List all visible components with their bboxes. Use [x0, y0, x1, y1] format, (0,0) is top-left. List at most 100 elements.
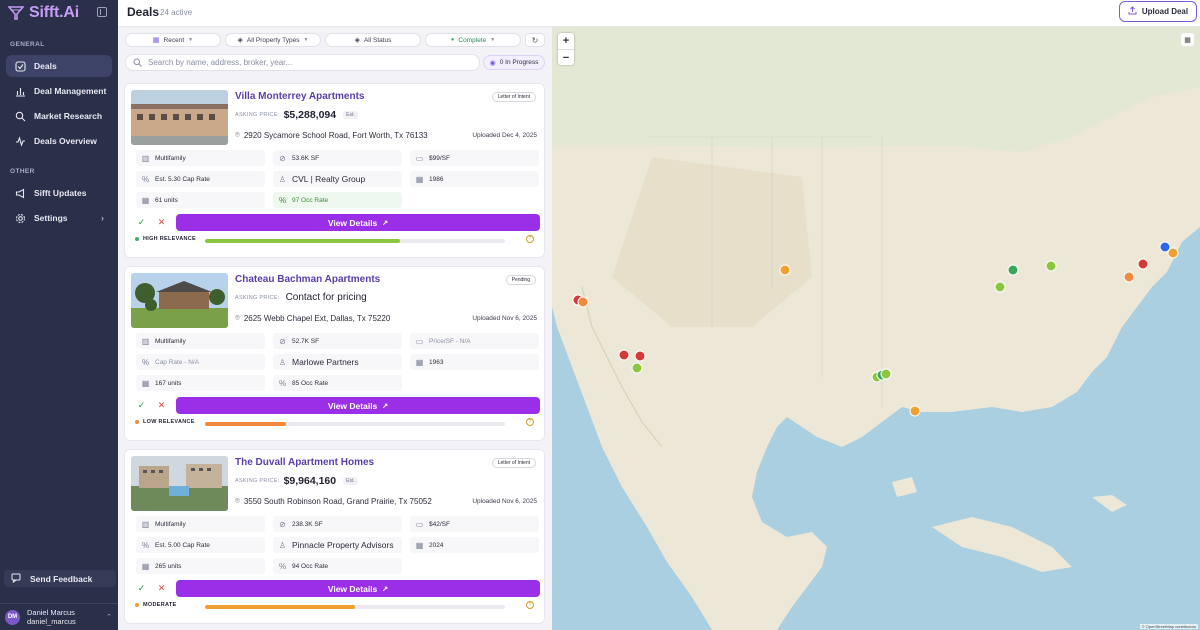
deals-list-panel: ▦ Recent ▼ ◈ All Property Types ▼ ◈ All …	[118, 27, 552, 630]
property-photo[interactable]	[131, 456, 228, 511]
reject-button[interactable]: ✕	[154, 398, 169, 413]
external-link-icon: ↗	[382, 402, 389, 410]
square-footage: ⊘ 53.6K SF	[273, 150, 402, 166]
sidebar-item-sifft-updates[interactable]: Sifft Updates	[6, 182, 112, 204]
stage-filter[interactable]: ● Complete ▼	[425, 33, 521, 47]
info-icon[interactable]: ?	[526, 601, 534, 609]
relevance-bar	[205, 605, 505, 609]
attr-value: Multifamily	[155, 337, 186, 345]
percent-icon: %	[141, 357, 150, 367]
attr-value: 52.7K SF	[292, 337, 320, 345]
relevance-text: LOW RELEVANCE	[143, 419, 195, 425]
price-per-sf: ▭ $99/SF	[410, 150, 539, 166]
sidebar-item-deal-management[interactable]: Deal Management	[6, 80, 112, 102]
attr-value: Pinnacle Property Advisors	[292, 540, 394, 550]
broker: ♙ Pinnacle Property Advisors	[273, 537, 402, 553]
section-label-other: OTHER	[10, 168, 35, 175]
sidebar-item-deals[interactable]: Deals	[6, 55, 112, 77]
stage-value: Complete	[458, 36, 487, 44]
map-layers-button[interactable]: ▦	[1181, 33, 1194, 46]
reject-button[interactable]: ✕	[154, 215, 169, 230]
calendar-icon: ▦	[415, 540, 424, 550]
zoom-in-button[interactable]: +	[562, 35, 570, 47]
upload-deal-button[interactable]: Upload Deal	[1119, 1, 1197, 22]
sidebar-item-settings[interactable]: Settings ›	[6, 207, 112, 229]
sort-filter[interactable]: ▦ Recent ▼	[125, 33, 221, 47]
zoom-control: + −	[558, 33, 574, 65]
sidebar-item-label: Deals	[34, 61, 57, 71]
attr-value: Multifamily	[155, 154, 186, 162]
status-filter[interactable]: ◈ All Status	[325, 33, 421, 47]
map-marker	[909, 405, 921, 417]
refresh-icon: ↻	[531, 35, 539, 45]
deals-map[interactable]: + − ▦ © OpenStreetMap contributors	[552, 27, 1200, 630]
map-marker	[577, 296, 589, 308]
map-marker	[1123, 271, 1135, 283]
sidebar-item-label: Settings	[34, 213, 68, 223]
money-icon: ▭	[415, 153, 424, 163]
view-details-label: View Details	[327, 217, 378, 228]
logo[interactable]: Sifft.Ai	[8, 4, 79, 22]
map-marker	[631, 362, 643, 374]
send-feedback-button[interactable]: Send Feedback	[4, 570, 116, 587]
search-icon	[14, 110, 26, 122]
deal-title[interactable]: Villa Monterrey Apartments	[235, 91, 365, 102]
collapse-sidebar-icon[interactable]	[97, 7, 107, 17]
property-type-filter[interactable]: ◈ All Property Types ▼	[225, 33, 321, 47]
deal-title[interactable]: Chateau Bachman Apartments	[235, 274, 381, 285]
relevance-text: HIGH RELEVANCE	[143, 236, 196, 242]
info-icon[interactable]: ?	[526, 418, 534, 426]
view-details-label: View Details	[327, 583, 378, 594]
property-photo[interactable]	[131, 273, 228, 328]
view-details-label: View Details	[327, 400, 378, 411]
status-value: All Status	[363, 36, 392, 44]
map-attribution[interactable]: © OpenStreetMap contributors	[1139, 624, 1198, 629]
user-menu[interactable]: DM Daniel Marcus daniel_marcus ⌃	[0, 603, 118, 630]
calendar-icon: ▦	[415, 357, 424, 367]
layers-icon: ▦	[1184, 36, 1191, 44]
view-details-button[interactable]: View Details ↗	[176, 214, 540, 231]
asking-price-value: $9,964,160	[283, 475, 337, 487]
attr-value: Est. 5.30 Cap Rate	[155, 175, 210, 183]
external-link-icon: ↗	[382, 219, 389, 227]
search-input[interactable]	[148, 58, 468, 67]
view-details-button[interactable]: View Details ↗	[176, 397, 540, 414]
map-marker	[1167, 247, 1179, 259]
map-canvas[interactable]	[552, 27, 1200, 630]
user-name: Daniel Marcus	[27, 608, 75, 617]
building-icon: ▥	[141, 336, 150, 346]
in-progress-toggle[interactable]: ◉ 0 In Progress	[483, 55, 545, 70]
deal-title[interactable]: The Duvall Apartment Homes	[235, 457, 375, 468]
estimate-badge: Est.	[343, 111, 358, 119]
refresh-button[interactable]: ↻	[525, 33, 545, 47]
percent-icon: %	[278, 195, 287, 205]
attr-value: 97 Occ Rate	[292, 196, 329, 204]
property-photo[interactable]	[131, 90, 228, 145]
reject-button[interactable]: ✕	[154, 581, 169, 596]
map-marker	[1159, 241, 1171, 253]
tag-icon: ⊘	[279, 519, 286, 529]
property-address: ⌾ 2920 Sycamore School Road, Fort Worth,…	[235, 130, 428, 140]
gear-icon	[14, 212, 26, 224]
relevance-dot	[135, 603, 139, 607]
zoom-out-button[interactable]: −	[558, 49, 574, 65]
approve-button[interactable]: ✓	[134, 581, 149, 596]
info-icon[interactable]: ?	[526, 235, 534, 243]
approve-button[interactable]: ✓	[134, 398, 149, 413]
upload-date: Uploaded Nov 6, 2025	[472, 315, 537, 322]
attr-value: $99/SF	[429, 154, 450, 162]
external-link-icon: ↗	[382, 585, 389, 593]
search-bar[interactable]	[125, 54, 480, 71]
chat-icon	[11, 573, 21, 585]
map-marker	[994, 281, 1006, 293]
sidebar-item-deals-overview[interactable]: Deals Overview	[6, 130, 112, 152]
address-text: 2625 Webb Chapel Ext, Dallas, Tx 75220	[243, 313, 391, 323]
sidebar-item-market-research[interactable]: Market Research	[6, 105, 112, 127]
attr-value: 2024	[429, 541, 444, 549]
approve-button[interactable]: ✓	[134, 215, 149, 230]
tag-icon: ⊘	[279, 153, 286, 163]
address-text: 3550 South Robinson Road, Grand Prairie,…	[243, 496, 432, 506]
view-details-button[interactable]: View Details ↗	[176, 580, 540, 597]
calendar-icon: ▦	[152, 37, 160, 44]
occupancy-rate: % 94 Occ Rate	[273, 558, 402, 574]
